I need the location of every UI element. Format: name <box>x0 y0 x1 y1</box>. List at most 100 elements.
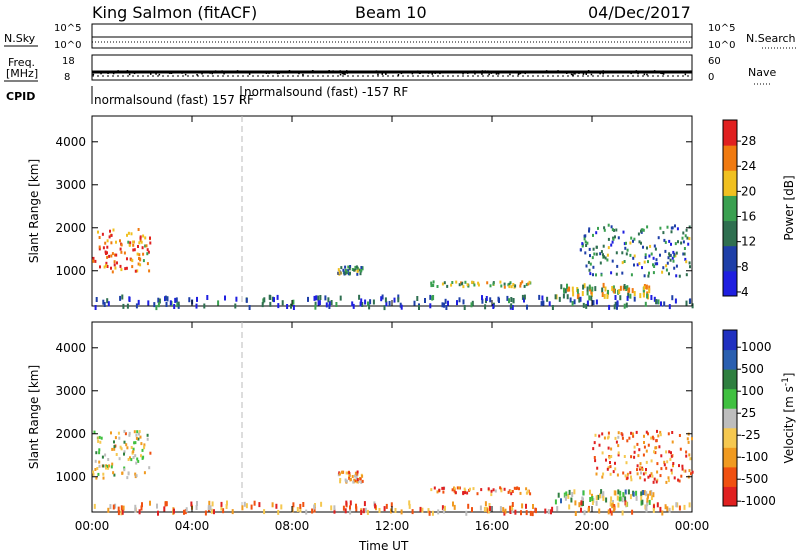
data-cell <box>132 450 135 454</box>
data-cell <box>646 501 649 507</box>
data-cell <box>640 229 642 233</box>
data-cell <box>114 253 116 257</box>
data-cell <box>499 486 502 490</box>
data-cell <box>374 503 377 509</box>
freq-sample <box>660 72 662 74</box>
data-cell <box>626 439 629 443</box>
data-cell <box>633 445 636 449</box>
data-cell <box>687 440 690 444</box>
data-cell <box>688 469 691 473</box>
data-cell <box>582 501 584 506</box>
data-cell <box>92 470 95 474</box>
data-cell <box>525 503 527 509</box>
freq-sample <box>128 73 131 76</box>
data-cell <box>372 299 375 305</box>
data-cell <box>685 273 688 277</box>
data-cell <box>444 298 447 304</box>
data-cell <box>647 493 649 499</box>
freq-sample <box>558 71 561 74</box>
data-cell <box>512 283 515 286</box>
freq-sample <box>311 71 314 73</box>
data-cell <box>113 445 116 449</box>
data-cell <box>203 303 206 309</box>
data-cell <box>277 509 280 515</box>
data-cell <box>610 243 613 247</box>
freq-sample <box>377 73 379 76</box>
data-cell <box>317 300 320 306</box>
data-cell <box>644 253 647 257</box>
data-cell <box>163 506 166 512</box>
data-cell <box>625 241 627 245</box>
data-cell <box>144 244 147 248</box>
data-cell <box>620 432 623 436</box>
data-cell <box>638 240 641 244</box>
freq-sample <box>253 71 256 73</box>
colorbar-tick-label: 12 <box>741 235 756 249</box>
data-cell <box>670 454 673 458</box>
data-cell <box>364 299 367 305</box>
freq-sample <box>311 70 314 72</box>
data-cell <box>636 468 638 472</box>
freq-sample <box>92 73 95 76</box>
freq-sample <box>439 72 441 75</box>
freq-sample <box>419 72 421 74</box>
data-cell <box>644 301 647 307</box>
freq-sample <box>674 70 676 73</box>
data-cell <box>626 476 629 480</box>
data-cell <box>615 440 618 444</box>
data-cell <box>633 450 636 454</box>
data-cell <box>651 435 654 439</box>
data-cell <box>360 266 363 269</box>
velocity-colorbar: 1000 500 100 25 -25 -100 -500 -1000 Velocity [m … <box>722 329 796 508</box>
freq-sample <box>378 71 380 73</box>
data-cell <box>127 240 130 244</box>
data-cell <box>646 293 649 299</box>
data-cell <box>146 248 149 252</box>
data-cell <box>500 489 503 493</box>
data-cell <box>630 475 632 479</box>
data-cell <box>313 507 316 513</box>
data-cell <box>128 297 131 302</box>
colorbar-label: Velocity [m s-1] <box>781 373 796 464</box>
data-cell <box>134 269 137 273</box>
data-cell <box>607 237 610 241</box>
data-cell <box>121 471 124 475</box>
data-cell <box>617 444 620 448</box>
freq-sample <box>488 73 490 76</box>
data-cell <box>447 300 449 306</box>
data-cell <box>643 490 646 496</box>
freq-sample <box>133 72 136 75</box>
data-cell <box>115 240 117 244</box>
data-cell <box>348 267 351 271</box>
colorbar-tick-label: 25 <box>741 406 756 420</box>
data-cell <box>109 229 111 233</box>
data-cell <box>359 301 362 307</box>
data-cell <box>607 223 610 227</box>
data-cell <box>146 433 149 437</box>
data-cell <box>612 506 615 512</box>
data-cell <box>648 285 651 291</box>
data-cell <box>513 486 516 490</box>
data-cell <box>653 450 655 454</box>
data-cell <box>328 301 331 307</box>
data-cell <box>98 247 101 251</box>
data-cell <box>173 304 176 309</box>
nsky-label: N.Sky <box>4 32 36 45</box>
data-cell <box>691 470 694 474</box>
data-cell <box>659 226 662 230</box>
data-cell <box>140 442 143 446</box>
freq-sample <box>368 71 370 73</box>
data-cell <box>548 301 551 307</box>
data-cell <box>142 234 145 238</box>
data-cell <box>450 283 453 287</box>
freq-sample <box>572 74 574 76</box>
data-cell <box>130 258 133 262</box>
data-cell <box>125 266 128 270</box>
data-cell <box>519 284 522 288</box>
data-cell <box>471 280 474 284</box>
data-cell <box>617 236 620 240</box>
data-cell <box>109 504 112 510</box>
data-cell <box>94 459 97 463</box>
data-cell <box>609 465 612 469</box>
data-cell <box>356 479 359 483</box>
